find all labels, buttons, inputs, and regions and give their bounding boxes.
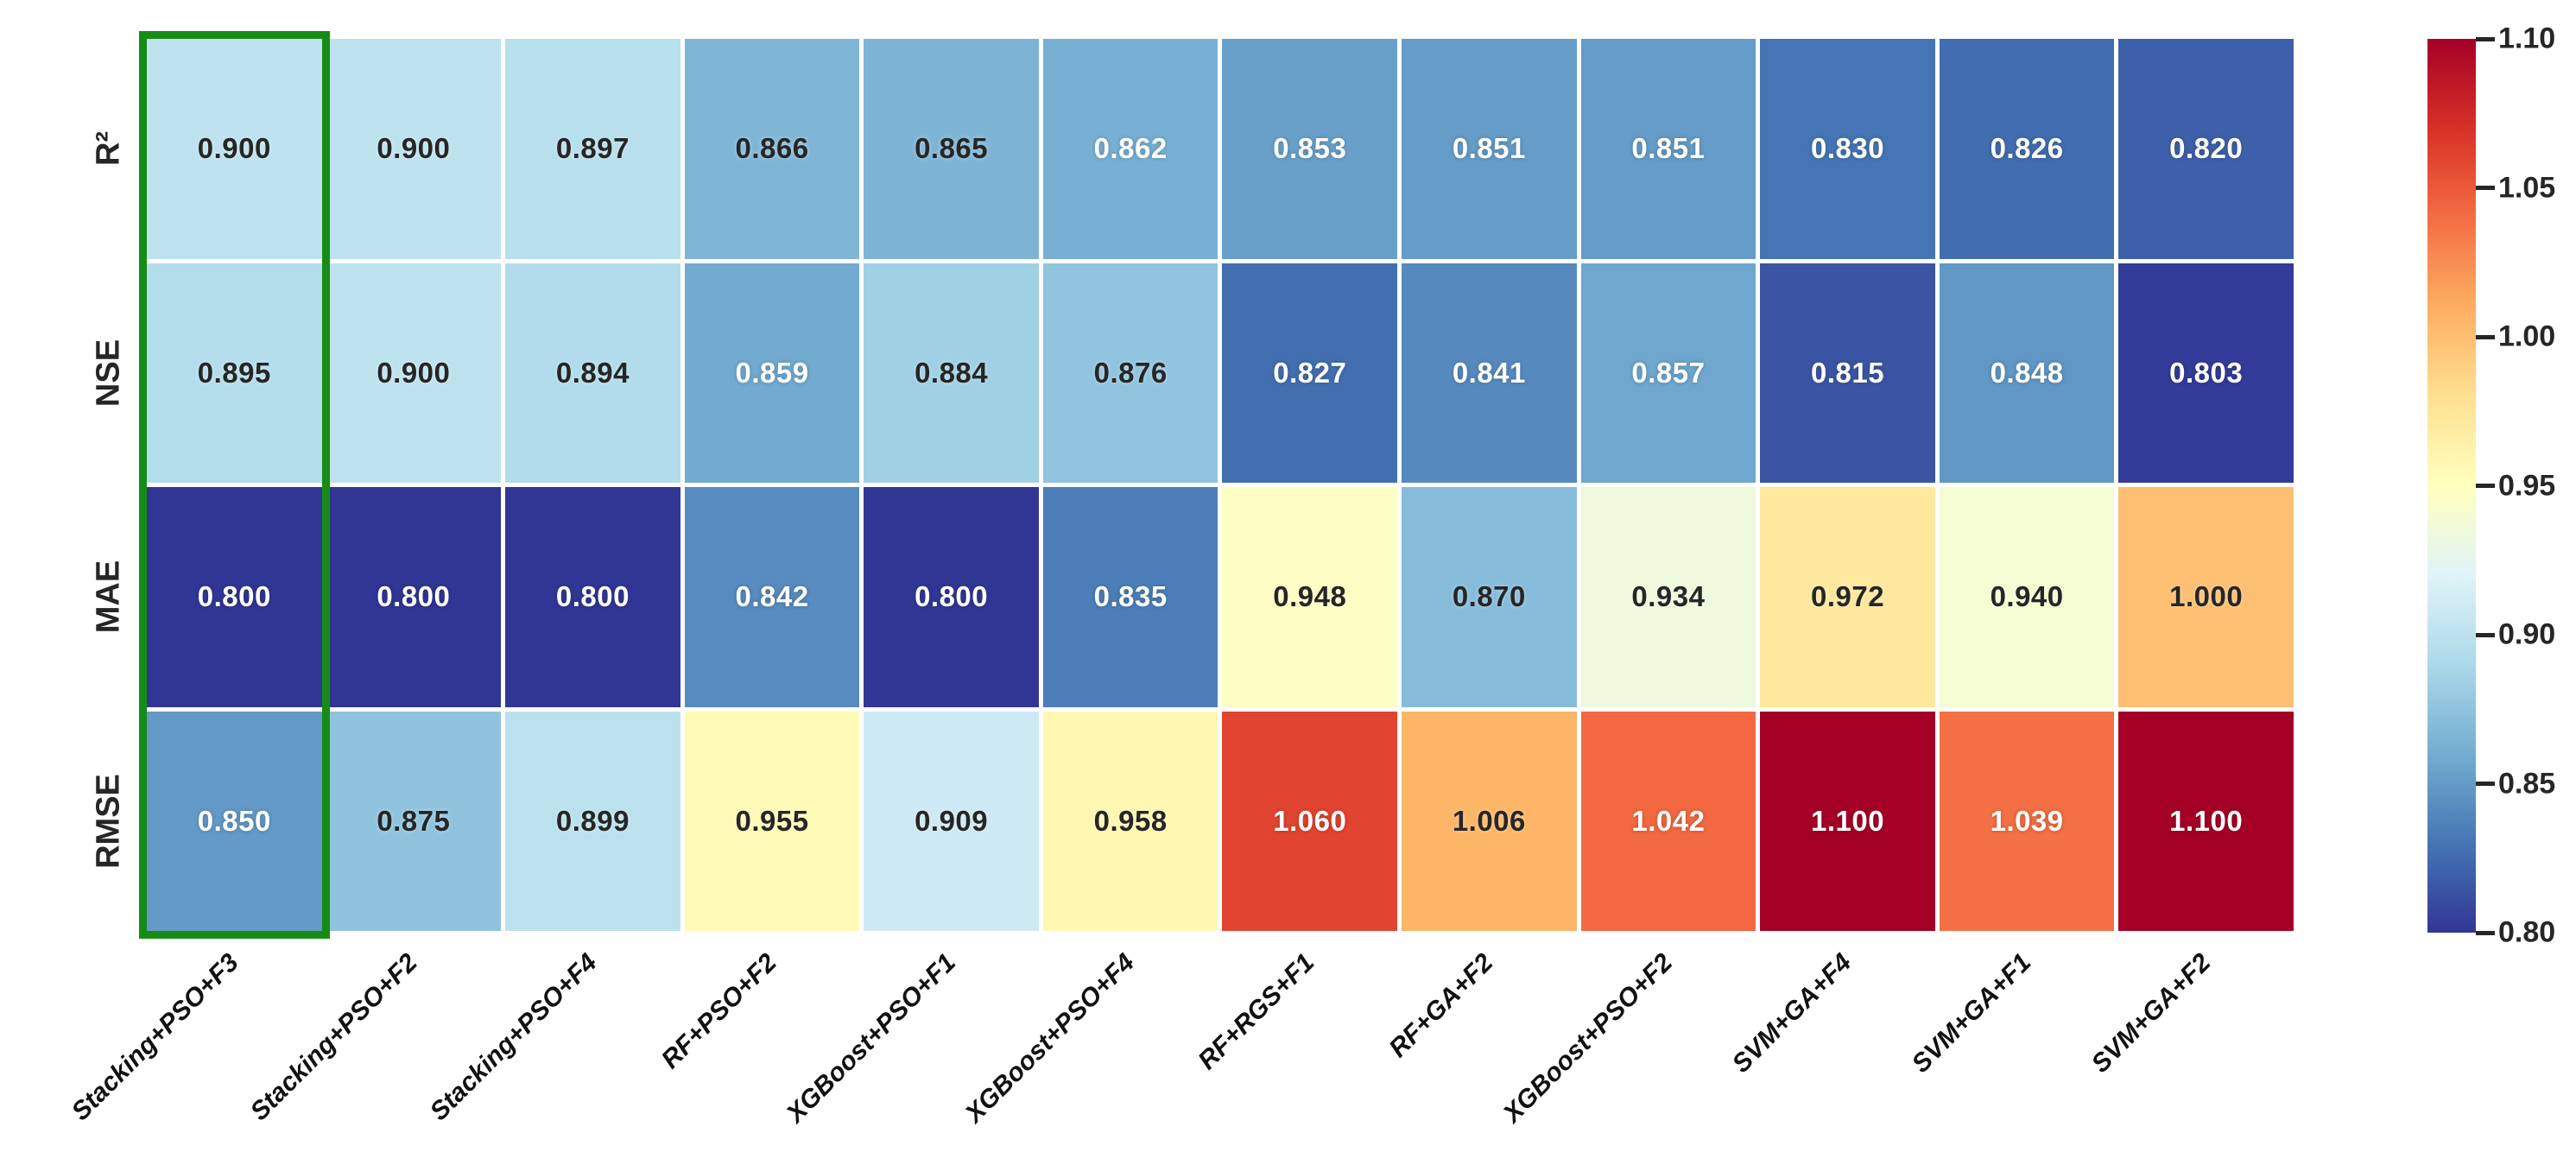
col-label: RF+PSO+F2: [655, 948, 782, 1074]
heatmap-cell: 0.827: [1222, 263, 1398, 483]
heatmap-cell: 0.894: [505, 263, 680, 483]
col-label: SVM+GA+F2: [2085, 948, 2217, 1079]
heatmap-cell: 0.853: [1222, 39, 1398, 259]
col-label: SVM+GA+F4: [1727, 948, 1858, 1079]
heatmap-cell: 0.835: [1042, 487, 1218, 707]
colorbar-tick-mark: [2476, 36, 2495, 41]
colorbar-tick-mark: [2476, 334, 2495, 339]
colorbar-tick-mark: [2476, 484, 2495, 488]
heatmap-cell: 0.909: [864, 711, 1039, 931]
colorbar-gradient: [2427, 39, 2476, 933]
heatmap-cell: 1.000: [2118, 487, 2294, 707]
heatmap-cell: 0.865: [864, 39, 1039, 259]
heatmap-cell: 0.859: [684, 263, 860, 483]
colorbar-tick-label: 1.10: [2498, 22, 2556, 55]
heatmap-cell: 0.900: [326, 263, 502, 483]
colorbar-tick-mark: [2476, 782, 2495, 786]
colorbar-tick-label: 0.95: [2498, 469, 2556, 502]
heatmap-cell: 0.955: [684, 711, 860, 931]
heatmap-cell: 0.848: [1939, 263, 2115, 483]
colorbar-tick-label: 0.80: [2498, 915, 2556, 949]
heatmap-cell: 0.948: [1222, 487, 1398, 707]
col-label: SVM+GA+F1: [1906, 948, 2037, 1079]
colorbar-tick-mark: [2476, 186, 2495, 190]
heatmap-cell: 0.972: [1760, 487, 1935, 707]
colorbar-tick-label: 0.90: [2498, 617, 2556, 651]
heatmap-cell: 0.866: [684, 39, 860, 259]
heatmap-cell: 0.850: [147, 711, 322, 931]
col-label: Stacking+PSO+F3: [66, 948, 244, 1127]
heatmap-cell: 0.899: [505, 711, 680, 931]
heatmap-cell: 0.800: [505, 487, 680, 707]
heatmap-cell: 0.815: [1760, 263, 1935, 483]
row-label: R²: [90, 131, 127, 167]
heatmap-cell: 1.042: [1580, 711, 1756, 931]
heatmap-cell: 1.006: [1402, 711, 1577, 931]
heatmap-cell: 0.800: [326, 487, 502, 707]
colorbar-tick-label: 1.00: [2498, 320, 2556, 353]
heatmap-cell: 0.857: [1580, 263, 1756, 483]
heatmap-cell: 1.100: [1760, 711, 1935, 931]
heatmap-cell: 0.895: [147, 263, 322, 483]
col-label: RF+GA+F2: [1383, 948, 1499, 1063]
heatmap-cell: 0.900: [326, 39, 502, 259]
heatmap-cell: 0.800: [147, 487, 322, 707]
heatmap-cell: 0.851: [1580, 39, 1756, 259]
col-label: Stacking+PSO+F4: [424, 948, 603, 1127]
heatmap-cell: 0.841: [1402, 263, 1577, 483]
heatmap-cell: 1.060: [1222, 711, 1398, 931]
row-label: MAE: [90, 560, 127, 634]
col-label: Stacking+PSO+F2: [245, 948, 424, 1127]
colorbar-tick-label: 0.85: [2498, 767, 2556, 800]
row-label: RMSE: [90, 773, 127, 869]
heatmap-cell: 0.940: [1939, 487, 2115, 707]
heatmap-cell: 0.958: [1042, 711, 1218, 931]
heatmap-cell: 0.803: [2118, 263, 2294, 483]
heatmap-cell: 0.884: [864, 263, 1039, 483]
heatmap-cell: 1.100: [2118, 711, 2294, 931]
row-label: NSE: [90, 339, 127, 407]
heatmap-cell: 0.875: [326, 711, 502, 931]
colorbar-tick-mark: [2476, 632, 2495, 637]
heatmap-cell: 0.842: [684, 487, 860, 707]
colorbar-tick-mark: [2476, 930, 2495, 935]
heatmap-cell: 0.851: [1402, 39, 1577, 259]
heatmap-cell: 0.830: [1760, 39, 1935, 259]
heatmap-cell: 0.897: [505, 39, 680, 259]
heatmap-cell: 0.876: [1042, 263, 1218, 483]
heatmap-cell: 0.800: [864, 487, 1039, 707]
col-label: XGBoost+PSO+F2: [1497, 948, 1679, 1129]
heatmap-cell: 0.900: [147, 39, 322, 259]
col-label: RF+RGS+F1: [1193, 948, 1320, 1076]
heatmap-cell: 1.039: [1939, 711, 2115, 931]
heatmap-cell: 0.934: [1580, 487, 1756, 707]
heatmap-cell: 0.820: [2118, 39, 2294, 259]
heatmap-cell: 0.862: [1042, 39, 1218, 259]
col-label: XGBoost+PSO+F4: [960, 948, 1141, 1129]
col-label: XGBoost+PSO+F1: [781, 948, 961, 1129]
heatmap-grid: 0.900 0.900 0.897 0.866 0.865 0.862 0.853 0.851…: [147, 39, 2294, 931]
colorbar-tick-label: 1.05: [2498, 171, 2556, 204]
heatmap-cell: 0.826: [1939, 39, 2115, 259]
heatmap-cell: 0.870: [1402, 487, 1577, 707]
